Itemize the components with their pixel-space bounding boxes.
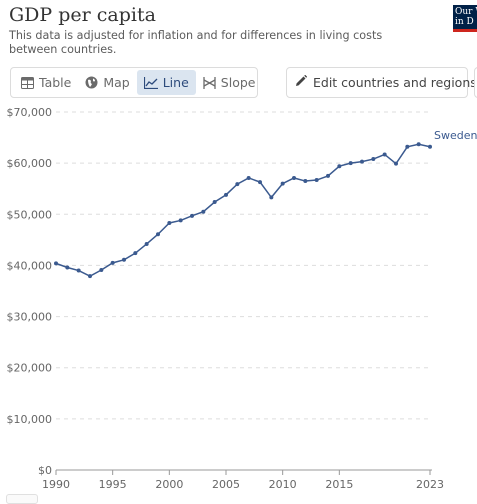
page-title: GDP per capita [9, 4, 156, 26]
footer-control-edge[interactable] [6, 494, 38, 504]
line-chart: $0 $10,000 $20,000 $30,000 $40,000 $50,000 $60… [7, 106, 477, 491]
tab-table-label: Table [39, 75, 72, 90]
y-tick-label: $60,000 [7, 157, 53, 170]
chart-subtitle: This data is adjusted for inflation and … [9, 29, 383, 56]
x-tick-label: 2015 [325, 478, 353, 491]
x-tick-label: 2000 [155, 478, 183, 491]
data-point[interactable] [428, 144, 432, 149]
globe-icon [85, 76, 98, 89]
data-point[interactable] [201, 209, 206, 214]
series-layer: Sweden [54, 129, 477, 279]
data-point[interactable] [212, 200, 217, 205]
y-tick-label: $50,000 [7, 208, 53, 221]
data-point[interactable] [337, 164, 342, 169]
data-point[interactable] [167, 220, 172, 225]
axis-layer: $0 $10,000 $20,000 $30,000 $40,000 $50,000 $60… [7, 106, 445, 491]
line-chart-icon [143, 76, 158, 89]
y-tick-label: $10,000 [7, 413, 53, 426]
data-point[interactable] [303, 179, 308, 184]
data-point[interactable] [122, 257, 126, 262]
data-point[interactable] [156, 232, 160, 237]
data-point[interactable] [178, 218, 183, 223]
edit-countries-label: Edit countries and regions [313, 75, 477, 90]
logo-text: Our W in D [455, 7, 477, 27]
y-tick-label: $70,000 [7, 106, 53, 119]
table-icon [21, 76, 34, 89]
data-point[interactable] [65, 265, 70, 270]
y-tick-label: $0 [38, 464, 52, 477]
data-point[interactable] [54, 261, 58, 266]
overflow-menu-button[interactable] [474, 67, 477, 98]
data-point[interactable] [326, 173, 330, 178]
tab-table[interactable]: Table [14, 70, 78, 95]
data-point[interactable] [292, 175, 296, 180]
data-point[interactable] [76, 268, 81, 273]
data-point[interactable] [371, 157, 376, 162]
x-tick-label: 2010 [269, 478, 297, 491]
x-tick-label: 2005 [212, 478, 240, 491]
data-point[interactable] [110, 260, 115, 265]
series-line-sweden[interactable] [55, 143, 431, 278]
data-point[interactable] [314, 178, 319, 183]
grid-layer [56, 111, 432, 471]
data-point[interactable] [348, 161, 353, 166]
tab-map-label: Map [103, 75, 130, 90]
x-tick-label: 2023 [416, 478, 444, 491]
data-point[interactable] [99, 268, 104, 273]
data-point[interactable] [269, 195, 274, 200]
data-point[interactable] [224, 192, 228, 197]
data-point[interactable] [235, 182, 240, 187]
x-tick-label: 1990 [42, 478, 70, 491]
edit-countries-button[interactable]: Edit countries and regions [286, 67, 477, 98]
tab-line[interactable]: Line [136, 70, 196, 95]
data-point[interactable] [258, 180, 262, 185]
data-point[interactable] [360, 159, 364, 164]
data-point[interactable] [280, 181, 285, 186]
owid-logo[interactable]: Our W in D [453, 5, 477, 32]
data-point[interactable] [144, 241, 149, 246]
data-point[interactable] [88, 274, 92, 279]
slope-icon [203, 76, 216, 89]
y-tick-label: $40,000 [7, 259, 53, 272]
tab-map[interactable]: Map [78, 70, 136, 95]
tab-line-label: Line [162, 75, 189, 90]
chart-view-tabs: Table Map Line Slope [10, 67, 258, 98]
data-point[interactable] [416, 142, 421, 147]
pencil-icon [295, 74, 308, 90]
data-point[interactable] [246, 175, 251, 180]
y-tick-label: $30,000 [7, 311, 53, 324]
data-point[interactable] [382, 152, 387, 157]
series-label[interactable]: Sweden [434, 129, 477, 142]
data-point[interactable] [405, 144, 410, 149]
x-tick-label: 1995 [99, 478, 127, 491]
tab-slope[interactable]: Slope [196, 70, 263, 95]
tab-slope-label: Slope [220, 75, 256, 90]
data-point[interactable] [133, 251, 138, 256]
y-tick-label: $20,000 [7, 362, 53, 375]
data-point[interactable] [394, 161, 398, 166]
data-point[interactable] [190, 213, 194, 218]
logo-accent-bar [453, 29, 477, 32]
